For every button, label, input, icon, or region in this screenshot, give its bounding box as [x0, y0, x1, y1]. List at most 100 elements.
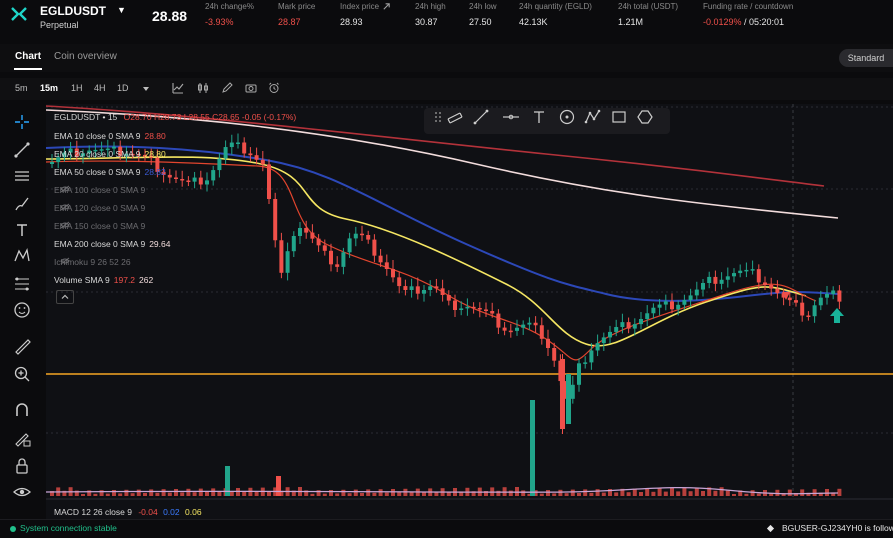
candle-body	[465, 306, 470, 309]
horizontal-lines-icon[interactable]	[12, 166, 32, 186]
circle-target-icon[interactable]	[558, 108, 576, 126]
candle-body	[397, 277, 402, 287]
volume-bar	[192, 492, 197, 496]
xabcd-pattern-icon[interactable]	[584, 108, 602, 126]
candle-body	[552, 348, 557, 361]
external-link-icon[interactable]	[382, 2, 391, 11]
volume-bar	[310, 493, 315, 496]
stat-value: 27.50	[469, 17, 492, 27]
candle-body	[174, 177, 178, 179]
chart-canvas[interactable]	[46, 104, 893, 519]
volume-bar	[806, 492, 811, 496]
candle-body	[428, 286, 433, 290]
magnet-icon[interactable]	[12, 400, 32, 420]
tab-coin-overview[interactable]: Coin overview	[54, 51, 117, 62]
hidden-eye-icon[interactable]	[60, 185, 70, 193]
legend-ema10[interactable]: EMA 10 close 0 SMA 9 28.80	[54, 131, 166, 141]
volume-bar	[267, 491, 271, 496]
lock-draw-icon[interactable]	[12, 428, 32, 448]
volume-bar	[527, 493, 532, 496]
horizontal-ray-icon[interactable]	[502, 108, 520, 126]
more-intervals-icon[interactable]	[142, 85, 150, 93]
alarm-icon[interactable]	[268, 82, 280, 94]
legend-value: 29.64	[149, 239, 171, 249]
candle-body	[496, 313, 501, 328]
buy-marker-icon	[830, 308, 844, 323]
draw-pencil-icon[interactable]	[221, 82, 233, 94]
emoji-icon[interactable]	[12, 300, 32, 320]
legend-volume-sma[interactable]: Volume SMA 9 197.2 262	[54, 275, 153, 285]
volume-bar	[744, 493, 749, 496]
collapse-legend-button[interactable]	[56, 290, 74, 304]
legend-ema150[interactable]: EMA 150 close 0 SMA 9	[54, 221, 145, 231]
legend-ichimoku[interactable]: Ichimoku 9 26 52 26	[54, 257, 131, 267]
legend-ema120[interactable]: EMA 120 close 0 SMA 9	[54, 203, 145, 213]
volume-bar	[211, 488, 216, 496]
hidden-eye-icon[interactable]	[60, 257, 70, 265]
brush-icon[interactable]	[12, 194, 32, 214]
price-chart[interactable]: EGLDUSDT • 15 O28.70 H28.73 L28.55 C28.6…	[46, 104, 893, 519]
interval-1d[interactable]: 1D	[117, 83, 129, 93]
stat-value: -0.0129% / 05:20:01	[703, 17, 793, 27]
stat-value: 30.87	[415, 17, 438, 27]
candle-body	[50, 162, 54, 164]
legend-ema200[interactable]: EMA 200 close 0 SMA 9 29.64	[54, 239, 170, 249]
indicator-icon[interactable]	[172, 82, 184, 94]
candle-body	[694, 289, 699, 296]
volume-bar	[366, 489, 371, 496]
legend-ema50[interactable]: EMA 50 close 0 SMA 9 28.82	[54, 167, 166, 177]
candle-body	[502, 327, 507, 331]
interval-4h[interactable]: 4H	[94, 83, 106, 93]
volume-bar	[360, 493, 364, 496]
candle-body	[806, 315, 811, 317]
candle-body	[744, 269, 749, 272]
drag-handle-icon[interactable]	[430, 108, 448, 126]
active-tab-indicator	[14, 68, 42, 70]
stat-label: 24h total (USDT)	[618, 2, 679, 11]
interval-5m[interactable]: 5m	[15, 83, 28, 93]
candle-body	[304, 228, 309, 233]
legend-ema100[interactable]: EMA 100 close 0 SMA 9	[54, 185, 145, 195]
crosshair-icon[interactable]	[12, 112, 32, 132]
symbol-dropdown-icon[interactable]: ▼	[117, 5, 126, 15]
legend-ema20[interactable]: EMA 20 close 0 SMA 9 28.80	[54, 149, 166, 159]
hidden-eye-icon[interactable]	[60, 203, 70, 211]
text-tool-icon[interactable]	[12, 220, 32, 240]
announcement-ticker[interactable]: BGUSER-GJ234YH0 is follow	[782, 523, 893, 533]
volume-bar	[161, 489, 166, 496]
hidden-eye-icon[interactable]	[60, 221, 70, 229]
volume-bar	[484, 491, 488, 496]
macd-legend[interactable]: MACD 12 26 close 9 -0.04 0.02 0.06	[54, 507, 202, 517]
symbol-name[interactable]: EGLDUSDT	[40, 4, 106, 18]
ruler-icon[interactable]	[12, 336, 32, 356]
trend-line-icon[interactable]	[472, 108, 490, 126]
tab-chart[interactable]: Chart	[15, 51, 42, 62]
interval-1h[interactable]: 1H	[71, 83, 83, 93]
pattern-icon[interactable]	[12, 246, 32, 266]
trend-line-icon[interactable]	[12, 140, 32, 160]
candle-body	[74, 148, 79, 157]
interval-15m[interactable]: 15m	[40, 83, 59, 93]
fib-icon[interactable]	[12, 274, 32, 294]
camera-icon[interactable]	[245, 82, 257, 94]
candle-body	[775, 288, 780, 294]
eye-icon[interactable]	[12, 482, 32, 502]
text-tool-icon[interactable]	[530, 108, 548, 126]
candle-body	[205, 180, 209, 185]
stat-24h-change: 24h change% -3.93%	[205, 2, 254, 27]
standard-view-button[interactable]: Standard	[839, 49, 893, 67]
stat-value: -3.93%	[205, 17, 234, 27]
candle-type-icon[interactable]	[197, 82, 209, 94]
lock-icon[interactable]	[12, 456, 32, 476]
zoom-in-icon[interactable]	[12, 364, 32, 384]
volume-sma-line	[46, 486, 839, 495]
candle-body	[279, 240, 284, 273]
volume-bar	[614, 492, 619, 496]
candle-body	[787, 297, 792, 301]
stat-index-price: Index price 28.93	[340, 2, 391, 27]
volume-bar	[781, 493, 786, 496]
ellipse-icon[interactable]	[636, 108, 654, 126]
parallel-channel-icon[interactable]	[446, 108, 464, 126]
volume-bar	[732, 494, 736, 496]
rectangle-icon[interactable]	[610, 108, 628, 126]
